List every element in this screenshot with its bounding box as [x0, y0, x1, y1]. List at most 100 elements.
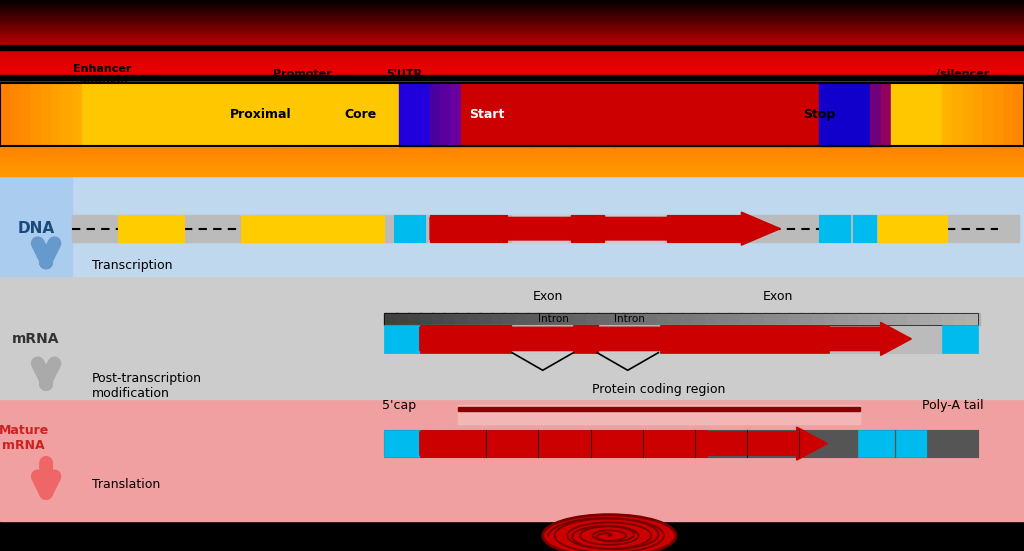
Bar	[0, 44, 1024, 46]
Bar	[399, 83, 410, 146]
Bar	[0, 59, 1024, 62]
Bar	[266, 83, 276, 146]
Bar	[753, 313, 766, 325]
Text: Promoter: Promoter	[272, 69, 332, 79]
Bar	[667, 215, 743, 242]
Bar	[384, 313, 978, 325]
Bar	[598, 313, 611, 325]
Bar	[931, 313, 944, 325]
Bar	[461, 83, 471, 146]
Bar	[113, 83, 123, 146]
Bar	[0, 45, 1024, 50]
Bar	[276, 83, 287, 146]
Bar	[0, 129, 1024, 132]
Bar	[143, 83, 154, 146]
Bar	[0, 77, 1024, 79]
Bar	[102, 83, 113, 146]
Bar	[0, 55, 1024, 57]
Bar	[0, 112, 1024, 115]
Bar	[0, 35, 1024, 37]
Bar	[0, 17, 1024, 20]
Bar	[369, 83, 379, 146]
Bar	[0, 152, 1024, 154]
Bar	[358, 83, 369, 146]
Bar	[0, 154, 1024, 156]
Text: 5'UTR: 5'UTR	[386, 69, 423, 79]
Bar	[883, 313, 897, 325]
Bar	[669, 313, 683, 325]
Bar	[922, 83, 932, 146]
Text: /silencer: /silencer	[936, 69, 989, 79]
Bar	[154, 83, 164, 146]
Bar	[396, 313, 410, 325]
Bar	[184, 83, 195, 146]
Bar	[942, 83, 952, 146]
Bar	[573, 325, 599, 353]
Bar	[574, 313, 588, 325]
Bar	[906, 313, 921, 325]
Bar	[911, 83, 922, 146]
Bar	[384, 430, 978, 457]
Bar	[0, 132, 1024, 134]
Bar	[389, 83, 399, 146]
Bar	[607, 215, 664, 242]
Bar	[503, 313, 517, 325]
Bar	[338, 83, 348, 146]
Bar	[431, 313, 445, 325]
Bar	[853, 215, 876, 242]
Bar	[717, 313, 730, 325]
Bar	[966, 313, 980, 325]
Text: Enhancer
/silencer: Enhancer /silencer	[73, 63, 132, 85]
Bar	[0, 92, 1024, 95]
Bar	[0, 63, 1024, 66]
Bar	[490, 313, 505, 325]
Bar	[512, 215, 568, 242]
Bar	[788, 83, 799, 146]
Bar	[72, 215, 1019, 242]
Text: Stop: Stop	[803, 107, 836, 121]
Bar	[512, 83, 522, 146]
Bar	[0, 110, 1024, 112]
Bar	[0, 66, 1024, 68]
Bar	[609, 313, 624, 325]
Text: DNA: DNA	[17, 221, 54, 236]
Bar	[420, 325, 512, 353]
Bar	[0, 174, 1024, 276]
Bar	[0, 41, 1024, 44]
Bar	[634, 313, 647, 325]
Text: 5'cap: 5'cap	[382, 399, 417, 412]
Bar	[0, 143, 1024, 145]
Bar	[458, 405, 860, 424]
Bar	[881, 83, 891, 146]
Bar	[860, 83, 870, 146]
Bar	[532, 83, 543, 146]
Bar	[0, 21, 1024, 24]
Bar	[963, 83, 973, 146]
Bar	[614, 83, 625, 146]
Bar	[655, 83, 666, 146]
Bar	[896, 430, 927, 457]
Bar	[901, 83, 911, 146]
Bar	[871, 313, 885, 325]
Bar	[740, 313, 755, 325]
Bar	[174, 83, 184, 146]
Bar	[522, 83, 532, 146]
Text: Post-transcription
modification: Post-transcription modification	[92, 372, 202, 399]
Bar	[0, 521, 1024, 551]
Bar	[819, 215, 850, 242]
Bar	[870, 83, 881, 146]
Bar	[195, 83, 205, 146]
Bar	[932, 83, 942, 146]
Bar	[246, 83, 256, 146]
Bar	[727, 83, 737, 146]
Bar	[0, 163, 1024, 165]
Bar	[317, 83, 328, 146]
Bar	[0, 79, 1024, 82]
Bar	[0, 74, 1024, 77]
Bar	[0, 8, 1024, 11]
Bar	[0, 30, 1024, 33]
Bar	[379, 83, 389, 146]
Bar	[0, 101, 1024, 104]
Bar	[297, 83, 307, 146]
Bar	[847, 313, 861, 325]
